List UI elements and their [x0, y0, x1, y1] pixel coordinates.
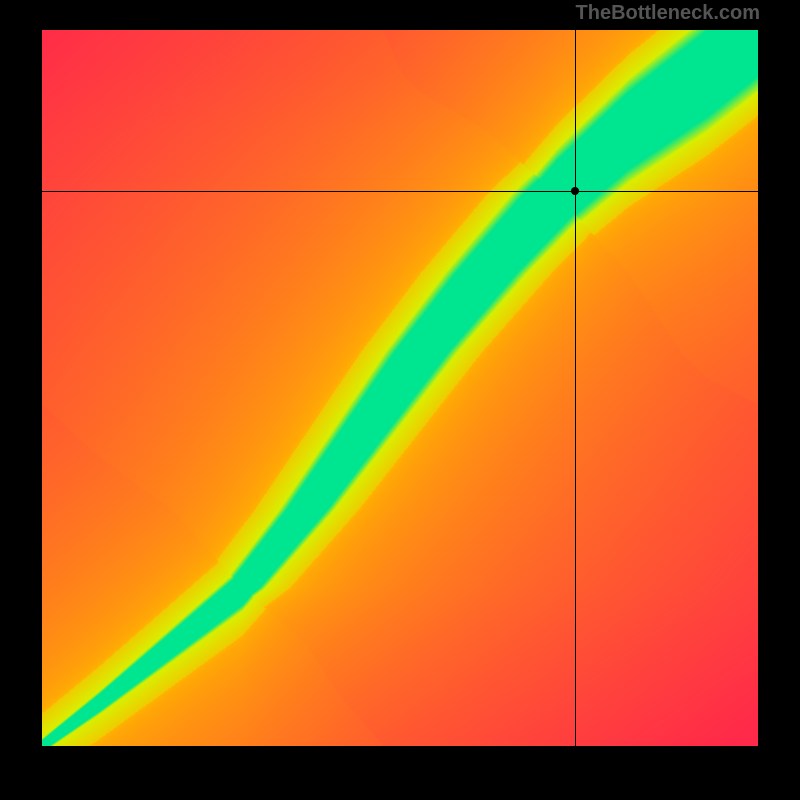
- crosshair-horizontal: [42, 191, 758, 192]
- marker-dot: [571, 187, 579, 195]
- watermark-text: TheBottleneck.com: [576, 2, 760, 25]
- crosshair-vertical: [575, 30, 576, 746]
- heatmap-canvas: [42, 30, 758, 746]
- heatmap-plot-area: [42, 30, 758, 746]
